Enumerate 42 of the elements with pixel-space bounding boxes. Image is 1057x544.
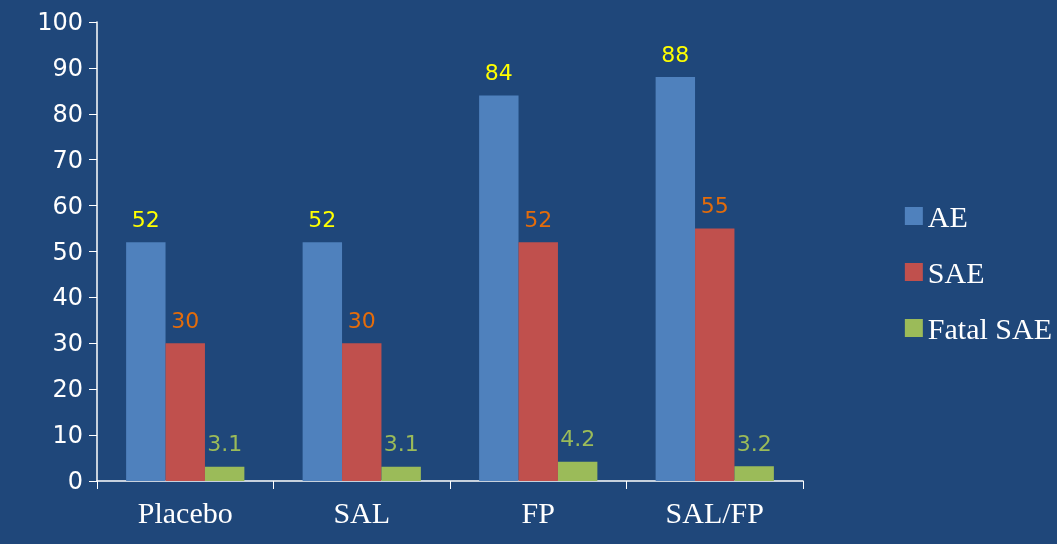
y-tick-label: 100 <box>37 8 83 36</box>
bar <box>655 77 696 481</box>
legend-label: SAE <box>927 255 985 289</box>
legend-label: AE <box>927 199 968 233</box>
y-tick-label: 0 <box>67 467 83 495</box>
y-tick-label: 30 <box>52 329 83 358</box>
x-tick-label: SAL <box>333 495 391 529</box>
data-label: 52 <box>524 206 553 232</box>
bar <box>126 242 166 481</box>
y-tick-label: 10 <box>52 421 83 450</box>
bar <box>734 466 774 481</box>
bar <box>302 242 343 481</box>
data-label: 4.2 <box>560 426 596 452</box>
y-tick-label: 70 <box>52 145 83 174</box>
y-tick-label: 50 <box>52 237 83 266</box>
data-label: 3.2 <box>736 430 772 456</box>
bar <box>695 228 735 481</box>
bar <box>165 343 205 481</box>
legend-label: Fatal SAE <box>927 311 1053 345</box>
y-tick-label: 20 <box>52 375 83 404</box>
data-label: 30 <box>347 307 376 333</box>
y-tick-label: 80 <box>52 99 83 128</box>
data-label: 88 <box>661 41 690 67</box>
data-label: 30 <box>171 307 200 333</box>
x-tick-label: SAL/FP <box>665 495 764 529</box>
bar <box>557 461 598 481</box>
bar <box>518 242 558 481</box>
y-tick-label: 60 <box>52 191 83 220</box>
data-label: 55 <box>700 193 729 219</box>
bar <box>342 343 382 481</box>
data-label: 52 <box>308 206 337 232</box>
data-label: 52 <box>131 206 160 232</box>
data-label: 84 <box>484 59 513 85</box>
y-tick-label: 90 <box>52 53 83 82</box>
x-tick-label: FP <box>521 495 555 529</box>
bar <box>479 95 519 481</box>
bar <box>381 466 421 481</box>
data-label: 3.1 <box>383 431 419 457</box>
data-label: 3.1 <box>207 431 243 457</box>
y-tick-label: 40 <box>52 283 83 312</box>
x-tick-label: Placebo <box>137 495 233 529</box>
bar <box>204 466 245 481</box>
